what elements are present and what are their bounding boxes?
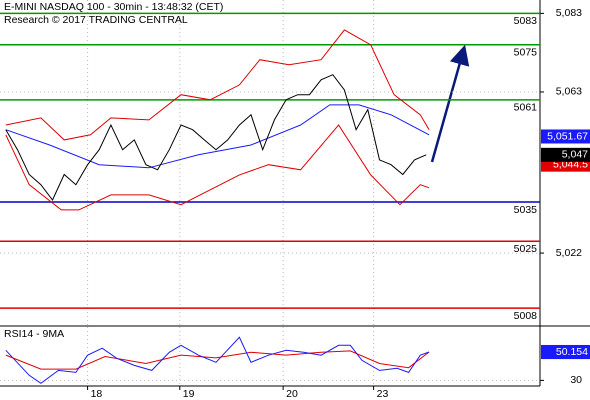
y-tick-label: 5,083 (556, 7, 582, 19)
level-label: 5075 (514, 47, 538, 59)
series-line (5, 336, 430, 384)
price-marker-label: 50.154 (556, 346, 588, 358)
x-tick-label: 18 (91, 388, 103, 400)
series-line (5, 350, 430, 370)
rsi-title: RSI14 - 9MA (4, 328, 64, 340)
price-marker (541, 147, 590, 162)
series-line (5, 104, 430, 169)
y-tick-label: 5,063 (556, 86, 582, 98)
level-label: 5008 (514, 310, 538, 322)
series-line (5, 124, 430, 211)
series-line (5, 29, 430, 141)
forecast-arrow (430, 44, 470, 163)
x-tick-label: 19 (183, 388, 195, 400)
level-label: 5061 (514, 102, 538, 114)
price-marker-label: 5,051.67 (547, 130, 588, 142)
series-line (5, 74, 427, 201)
level-label: 5025 (514, 243, 538, 255)
y-tick-label: 5,022 (556, 247, 582, 259)
price-marker (541, 129, 590, 144)
x-tick-label: 20 (286, 388, 298, 400)
price-marker (541, 345, 590, 360)
x-tick-label: 23 (377, 388, 389, 400)
chart-subtitle: Research © 2017 TRADING CENTRAL (4, 14, 188, 26)
level-label: 5083 (514, 15, 538, 27)
chart-title: E-MINI NASDAQ 100 - 30min - 13:48:32 (CE… (4, 1, 223, 13)
y-tick-label: 30 (570, 374, 582, 386)
price-marker-label: 5,047 (562, 149, 588, 161)
level-label: 5035 (514, 204, 538, 216)
